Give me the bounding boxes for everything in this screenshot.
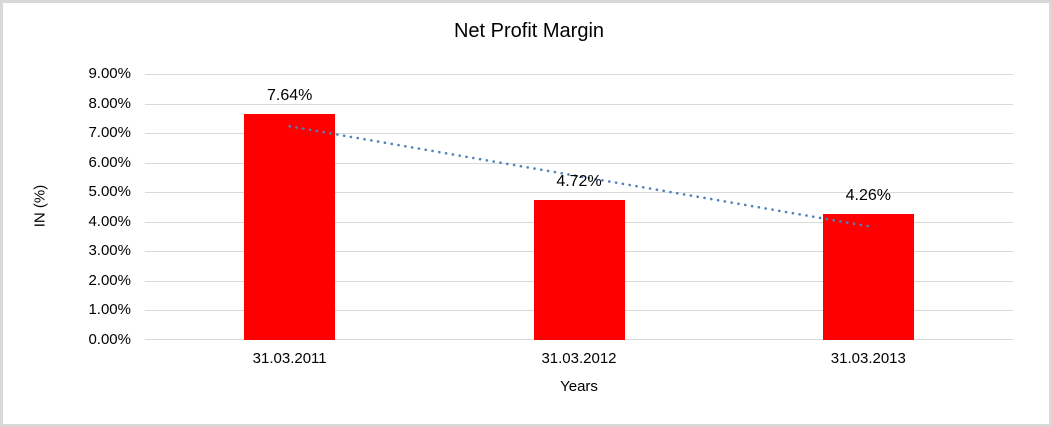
y-tick-label: 7.00% [88, 124, 131, 142]
bar-data-label: 4.72% [556, 173, 602, 191]
x-category-label: 31.03.2013 [830, 350, 906, 367]
gridline [145, 133, 1013, 135]
gridline [145, 103, 1013, 105]
gridline [145, 162, 1013, 164]
bar [244, 114, 336, 340]
y-tick-label: 1.00% [88, 301, 131, 319]
y-tick-label: 5.00% [88, 183, 131, 201]
bar-data-label: 7.64% [266, 87, 313, 105]
x-axis-title: Years [560, 378, 598, 395]
plot-area [145, 74, 1013, 341]
bar [533, 200, 625, 340]
trendline [288, 125, 870, 228]
gridline [145, 74, 1013, 75]
y-tick-label: 8.00% [88, 94, 131, 112]
y-tick-label: 4.00% [88, 212, 131, 230]
gridline [145, 192, 1013, 194]
y-tick-label: 2.00% [88, 271, 131, 289]
chart-title: Net Profit Margin [453, 20, 605, 42]
x-category-label: 31.03.2012 [541, 350, 617, 367]
y-tick-label: 0.00% [88, 331, 131, 348]
bar [822, 214, 914, 340]
y-tick-label: 9.00% [88, 65, 131, 82]
y-tick-label: 3.00% [88, 242, 131, 260]
x-category-label: 31.03.2011 [252, 350, 327, 367]
y-tick-label: 6.00% [88, 153, 131, 171]
bar-data-label: 4.26% [845, 187, 892, 205]
